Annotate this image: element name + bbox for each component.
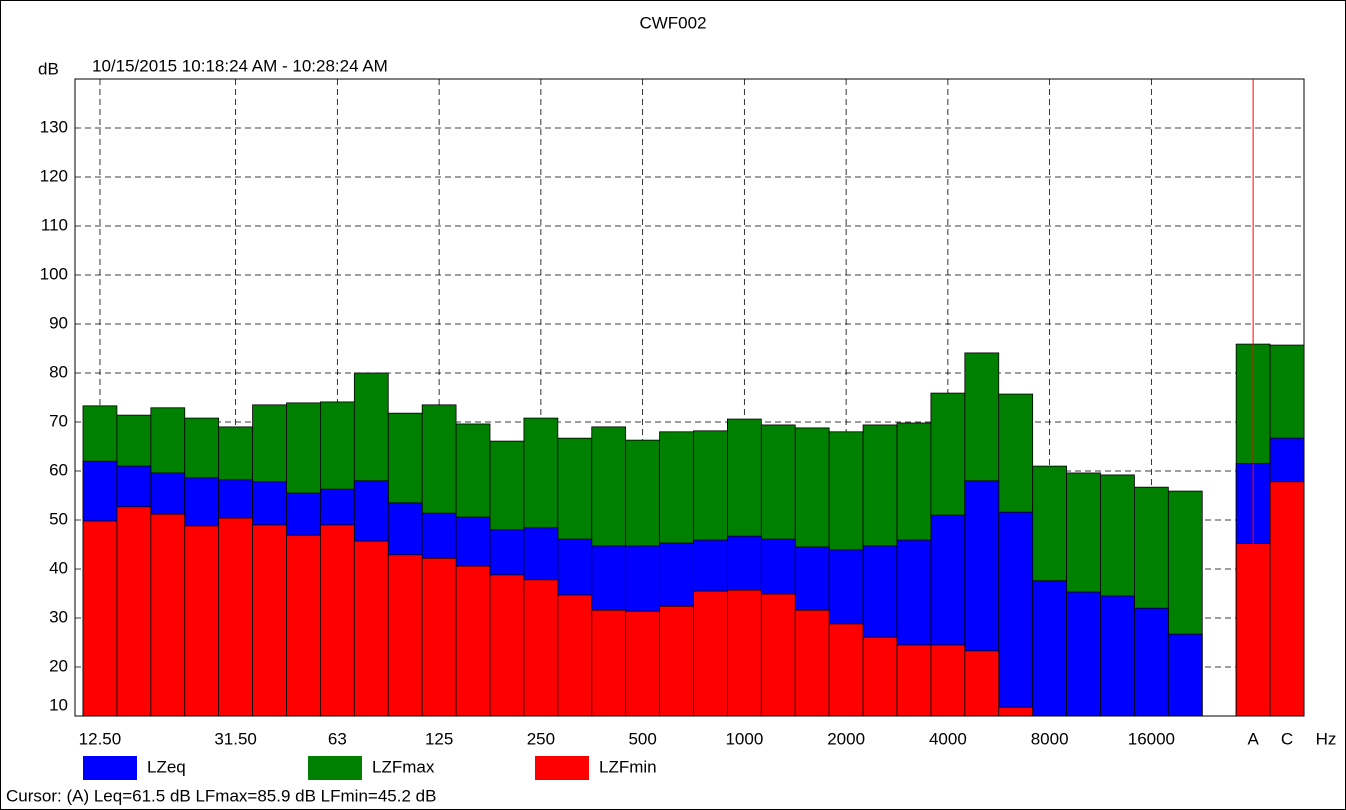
bar: [353, 540, 389, 717]
y-tick-label: 90: [49, 313, 68, 332]
y-tick-label: 40: [49, 558, 68, 577]
y-tick-label: 20: [49, 656, 68, 675]
y-tick-label: 80: [49, 362, 68, 381]
y-tick-label: 100: [40, 264, 68, 283]
x-tick-label: 1000: [725, 729, 763, 748]
chart-title: CWF002: [639, 13, 706, 32]
x-tick-label: 2000: [827, 729, 865, 748]
bar: [862, 636, 898, 717]
bar: [557, 594, 593, 717]
legend-swatch: [83, 756, 137, 780]
bar: [320, 524, 355, 717]
legend-swatch: [535, 756, 589, 780]
y-tick-label: 60: [49, 460, 68, 479]
bar: [896, 644, 932, 717]
bar: [998, 706, 1034, 717]
bar: [1032, 580, 1067, 717]
legend-label: LZFmax: [372, 757, 435, 776]
bar: [218, 517, 253, 717]
bar: [794, 609, 830, 717]
bar: [760, 593, 796, 717]
x-tick-label: 12.50: [79, 729, 122, 748]
bar: [184, 525, 220, 717]
y-tick-label: 10: [49, 695, 68, 714]
bar: [964, 650, 1000, 717]
legend-swatch: [308, 756, 362, 780]
y-axis-label: dB: [38, 59, 59, 78]
bar: [930, 644, 966, 717]
bar: [659, 605, 694, 717]
chart-subtitle: 10/15/2015 10:18:24 AM - 10:28:24 AM: [92, 56, 388, 75]
bar: [82, 520, 118, 717]
bar: [150, 513, 186, 717]
x-tick-label: 31.50: [214, 729, 257, 748]
bar: [1100, 595, 1135, 717]
bar: [727, 589, 762, 717]
x-tick-label: C: [1281, 729, 1293, 748]
bar: [286, 534, 321, 717]
bar: [523, 579, 559, 717]
bar: [455, 565, 491, 717]
bar: [387, 554, 423, 717]
x-tick-label: 4000: [929, 729, 967, 748]
cursor-readout: Cursor: (A) Leq=61.5 dB LFmax=85.9 dB LF…: [6, 786, 436, 805]
x-tick-label: 250: [527, 729, 555, 748]
legend-label: LZFmin: [599, 757, 657, 776]
x-tick-label: 8000: [1031, 729, 1069, 748]
y-tick-label: 120: [40, 166, 68, 185]
legend-label: LZeq: [147, 757, 186, 776]
y-tick-label: 70: [49, 411, 68, 430]
y-tick-label: 30: [49, 607, 68, 626]
x-tick-label: 125: [425, 729, 453, 748]
bar: [998, 511, 1034, 717]
bar: [252, 524, 287, 717]
bar: [625, 610, 660, 717]
bar: [828, 623, 864, 717]
x-tick-label: 63: [328, 729, 347, 748]
bar: [1066, 591, 1101, 717]
x-axis-label: Hz: [1316, 729, 1337, 748]
bar: [489, 574, 525, 717]
x-tick-label: 500: [628, 729, 656, 748]
bar: [1167, 633, 1203, 717]
bar: [591, 609, 627, 717]
x-tick-label: A: [1247, 729, 1259, 748]
bar: [116, 506, 152, 717]
bar: [421, 557, 457, 717]
bar: [1134, 607, 1169, 717]
bar: [693, 590, 728, 717]
y-tick-label: 50: [49, 509, 68, 528]
y-tick-label: 110: [41, 215, 68, 234]
bar: [1269, 481, 1305, 717]
y-tick-label: 130: [40, 117, 68, 136]
x-tick-label: 16000: [1128, 729, 1175, 748]
